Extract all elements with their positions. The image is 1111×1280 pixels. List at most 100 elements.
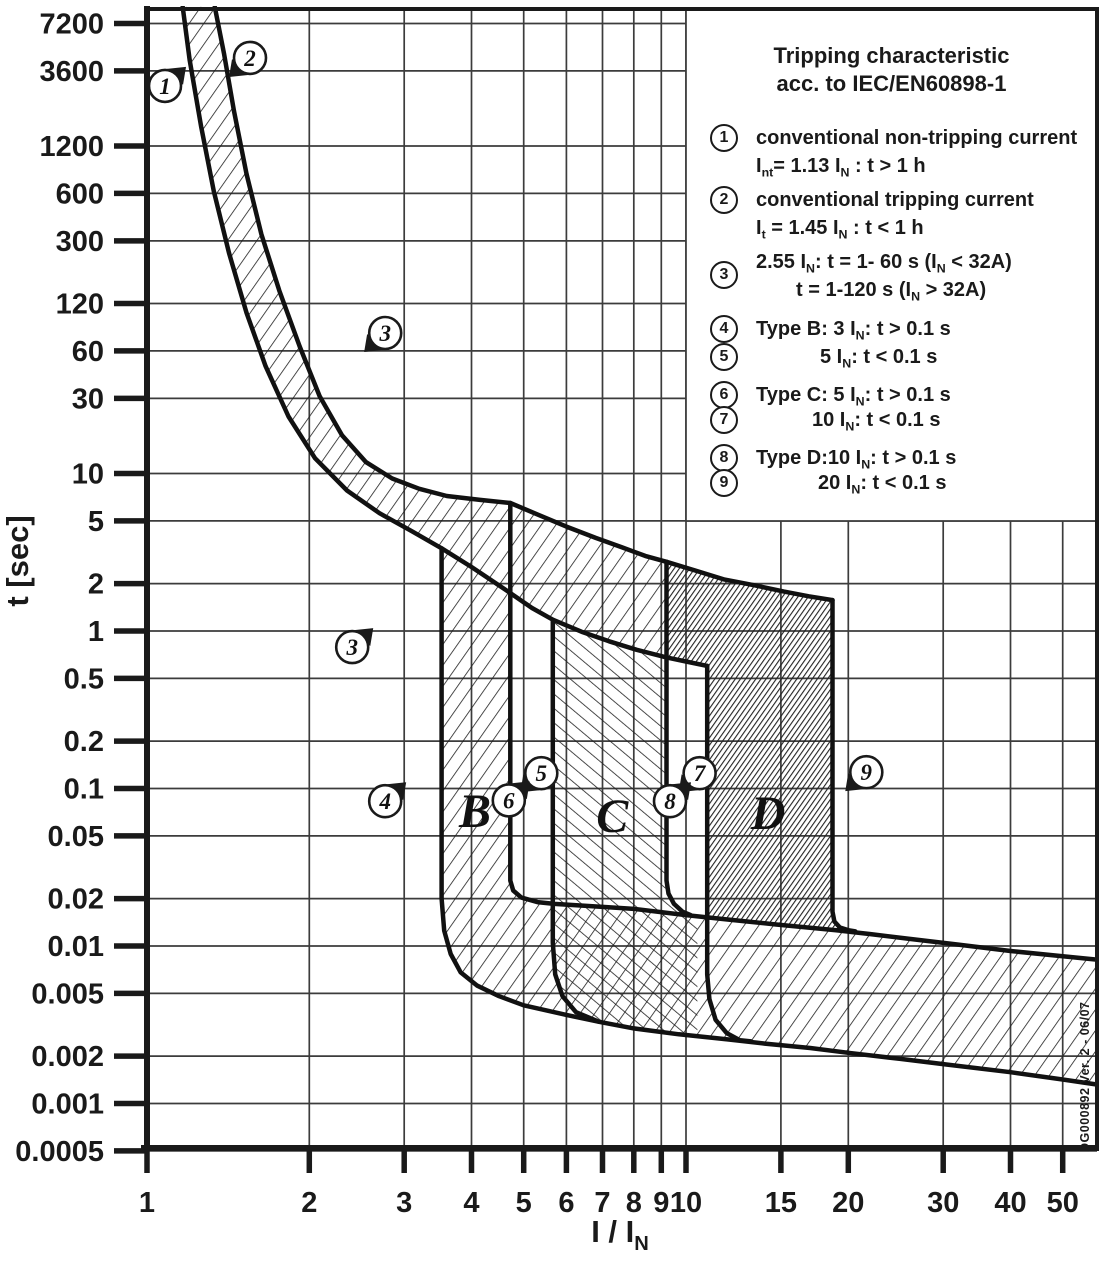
curve-lower-thermal-boundary-1.13In-with-B-left-drop-and-bottom [180,6,1099,1087]
x-tick-label-6: 6 [558,1187,574,1219]
x-tick-label-10: 10 [670,1187,702,1219]
zone-label-B: B [458,785,491,838]
legend-item: 3 2.55 IN: t = 1- 60 s (IN < 32A) [686,248,1097,289]
svg-text:7: 7 [694,761,707,786]
svg-text:9: 9 [861,760,873,785]
marker-2: 2 [229,40,268,77]
legend-item: 9 20 IN: t < 0.1 s [686,469,1097,497]
x-tick-label-7: 7 [594,1187,610,1219]
curve-C-right-drop-10In [664,559,693,918]
legend-item: It = 1.45 IN : t < 1 h [686,214,1097,242]
legend-item: 7 10 IN: t < 0.1 s [686,406,1097,434]
x-axis-title: I / IN [591,1214,649,1256]
legend-item-number-6: 6 [710,381,738,409]
y-tick-label-0.1: 0.1 [64,774,104,806]
x-tick-label-30: 30 [927,1187,959,1219]
legend-item-number-5: 5 [710,343,738,371]
zone-label-C: C [596,790,629,843]
legend-item-text: 5 IN: t < 0.1 s [820,346,938,371]
marker-8: 8 [652,782,692,819]
svg-text:5: 5 [536,761,548,786]
svg-text:3: 3 [378,321,391,346]
legend-box: Tripping characteristic acc. to IEC/EN60… [686,9,1097,521]
curve-D-left-drop-10In [704,663,754,1044]
legend-item-text: Type C: 5 IN: t > 0.1 s [756,384,951,409]
svg-text:1: 1 [159,74,171,99]
marker-1: 1 [147,66,187,104]
marker-3: 3 [364,315,403,352]
svg-text:3: 3 [345,635,358,660]
y-tick-label-5: 5 [88,506,104,538]
x-tick-label-2: 2 [301,1187,317,1219]
legend-item-text: 2.55 IN: t = 1- 60 s (IN < 32A) [756,251,1012,276]
y-tick-label-120: 120 [56,289,104,321]
region-type-C-band [552,619,698,1039]
region-thermal-and-type-B-band [182,6,1097,1085]
marker-4: 4 [367,782,407,819]
legend-item-number-2: 2 [710,186,738,214]
svg-text:4: 4 [378,789,391,814]
legend-item-number-8: 8 [710,444,738,472]
x-tick-label-50: 50 [1047,1187,1079,1219]
plot-frame [141,6,1099,1151]
y-tick-label-0.002: 0.002 [31,1041,104,1073]
y-tick-label-1200: 1200 [39,131,104,163]
x-tick-label-5: 5 [516,1187,532,1219]
y-tick-label-30: 30 [72,383,104,415]
legend-item-text: Type B: 3 IN: t > 0.1 s [756,318,951,343]
legend-item-text: conventional tripping current [756,189,1034,211]
legend-item: 2 conventional tripping current [686,186,1097,214]
marker-5: 5 [520,755,559,793]
legend-item-text: t = 1-120 s (IN > 32A) [796,279,987,304]
marker-9: 9 [845,754,884,792]
y-ticks: 7200 3600 1200 600 300 120 60 30 10 5 2 1 0.5 0.2 0.1 0… [15,9,145,1168]
x-tick-label-8: 8 [626,1187,642,1219]
x-tick-label-3: 3 [396,1187,412,1219]
x-tick-label-4: 4 [463,1187,479,1219]
legend-title: Tripping characteristic acc. to IEC/EN60… [686,42,1097,98]
legend-item-text: Type D:10 IN: t > 0.1 s [756,447,957,472]
legend-item: 5 5 IN: t < 0.1 s [686,343,1097,371]
legend-background [686,9,1097,521]
y-tick-label-10: 10 [72,459,104,491]
zone-label-D: D [750,787,786,840]
boundary-curves [180,6,1099,1087]
svg-text:2: 2 [243,46,256,71]
y-tick-label-2: 2 [88,569,104,601]
y-axis-title: t [sec] [0,515,35,607]
y-tick-label-0.2: 0.2 [64,726,104,758]
curve-upper-thermal-boundary-1.45In-to-D-right [212,6,835,603]
legend-item: Int= 1.13 IN : t > 1 h [686,152,1097,180]
legend-title-line1: Tripping characteristic [773,43,1010,68]
y-tick-label-0.001: 0.001 [31,1089,104,1121]
legend-item-number-7: 7 [710,406,738,434]
y-tick-label-0.0005: 0.0005 [15,1136,104,1168]
x-tick-label-40: 40 [994,1187,1026,1219]
legend-item-text: 20 IN: t < 0.1 s [818,472,947,497]
y-tick-label-60: 60 [72,336,104,368]
region-thermal-band-C-D-extension [510,503,667,658]
legend-item-number-1: 1 [710,124,738,152]
x-tick-label-15: 15 [765,1187,797,1219]
y-tick-label-0.02: 0.02 [48,884,104,916]
legend-item-text: conventional non-tripping current [756,127,1078,149]
y-tick-label-600: 600 [56,178,104,210]
svg-text:6: 6 [503,788,515,813]
y-tick-label-3600: 3600 [39,56,104,88]
y-tick-label-0.005: 0.005 [31,978,104,1010]
y-tick-label-0.5: 0.5 [64,663,104,695]
legend-title-line2: acc. to IEC/EN60898-1 [776,71,1007,96]
legend-item: 4 Type B: 3 IN: t > 0.1 s [686,315,1097,343]
legend-item-number-9: 9 [710,469,738,497]
legend-item: 1 conventional non-tripping current [686,124,1097,152]
y-tick-label-300: 300 [56,226,104,258]
svg-text:8: 8 [664,789,676,814]
legend-item-number-3: 3 [710,261,738,289]
x-tick-label-9: 9 [653,1187,669,1219]
y-tick-label-0.05: 0.05 [48,821,104,853]
legend-item-number-4: 4 [710,315,738,343]
characteristic-bands [182,6,1097,1085]
curve-C-left-drop-5In [550,617,602,1025]
